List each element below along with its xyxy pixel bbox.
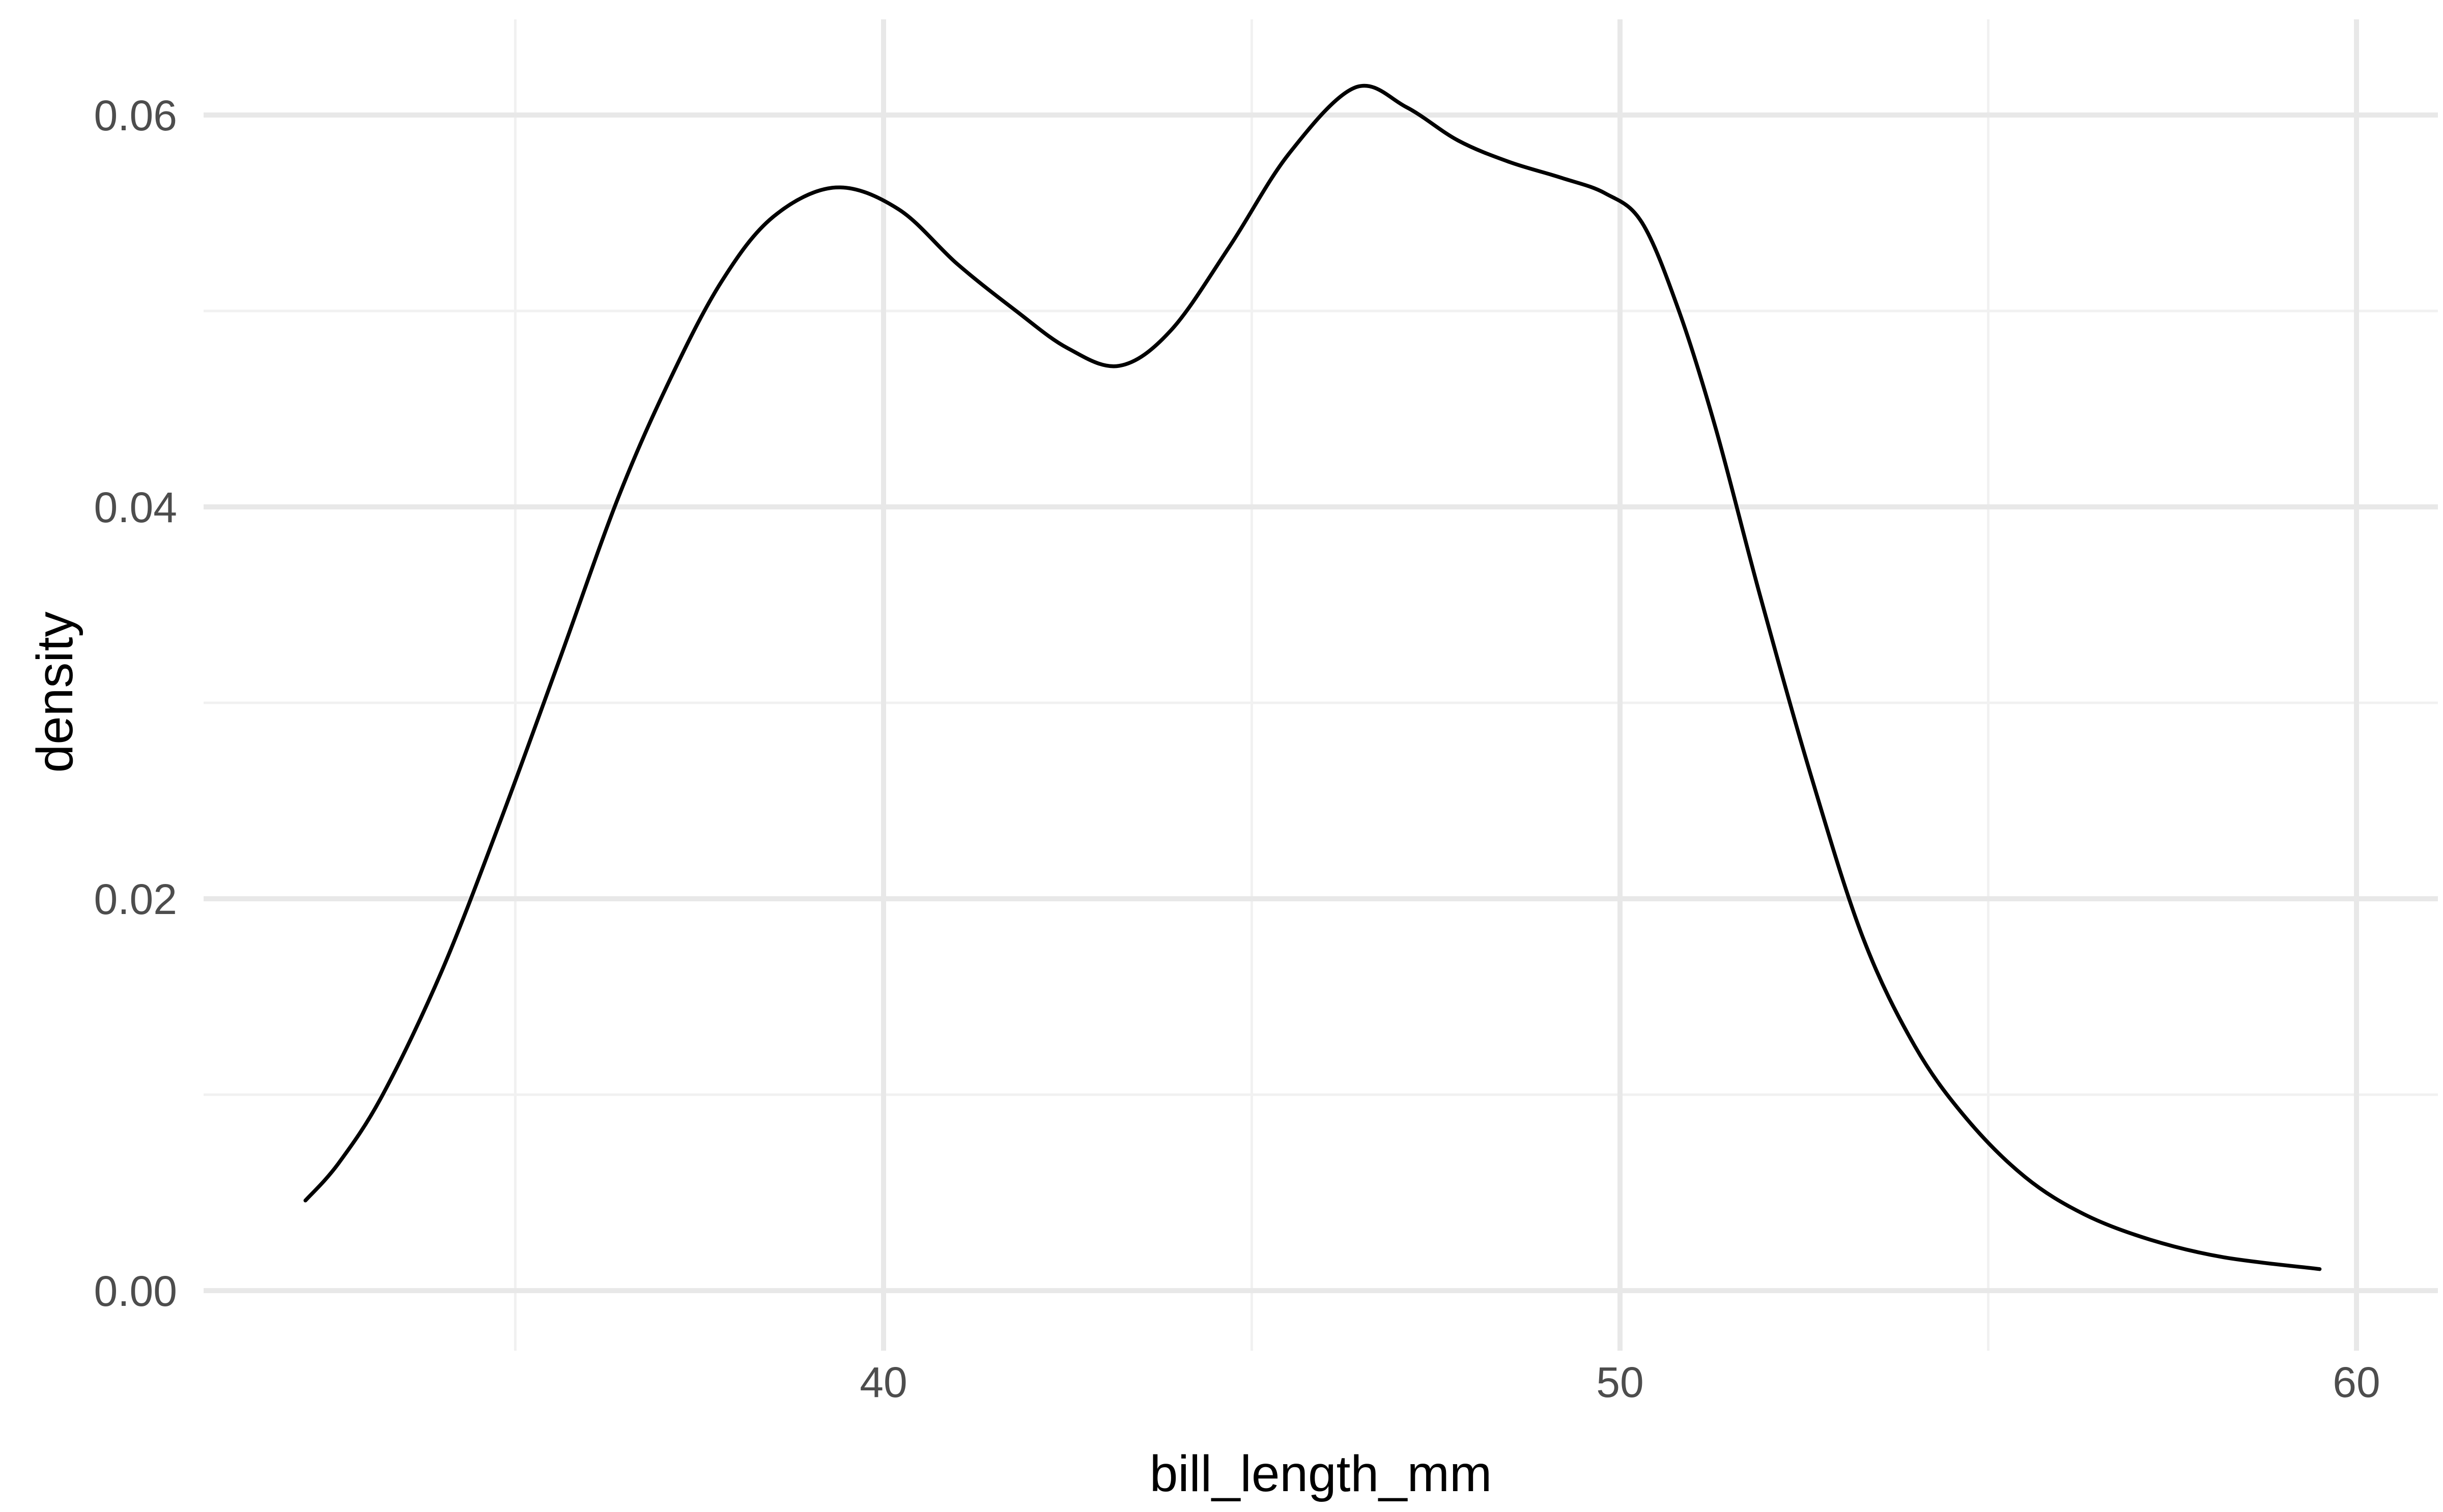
y-tick-label: 0.02: [94, 875, 178, 923]
x-axis-tick-labels: 40 50 60: [860, 1358, 2380, 1406]
y-axis-tick-labels: 0.00 0.02 0.04 0.06: [94, 92, 178, 1315]
major-gridlines: [204, 19, 2438, 1351]
x-tick-label: 40: [860, 1358, 907, 1406]
x-tick-label: 60: [2333, 1358, 2380, 1406]
y-tick-label: 0.00: [94, 1267, 178, 1315]
y-tick-label: 0.06: [94, 92, 178, 139]
x-axis-title: bill_length_mm: [1150, 1445, 1492, 1502]
minor-gridlines: [204, 19, 2438, 1351]
y-axis-title: density: [26, 612, 83, 773]
y-tick-label: 0.04: [94, 483, 178, 531]
x-tick-label: 50: [1596, 1358, 1643, 1406]
density-curve: [303, 83, 2322, 1271]
